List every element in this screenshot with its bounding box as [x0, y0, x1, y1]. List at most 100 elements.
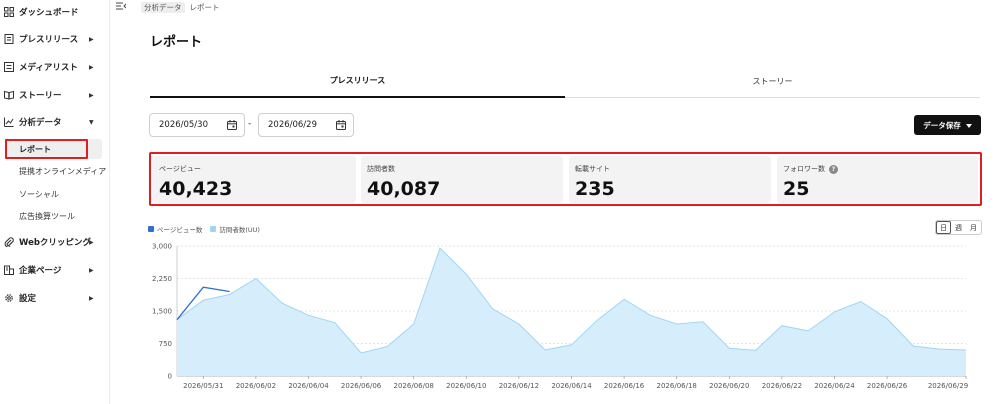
series-line-pageviews — [176, 286, 230, 321]
y-tick-label: 0 — [168, 373, 172, 381]
report-chart: 0 750 1,500 2,250 3,000 2026/05/31 2026/06/02 2… — [152, 243, 968, 391]
x-tick-label: 2026/06/22 — [762, 382, 802, 390]
building-icon — [4, 265, 14, 275]
y-tick-label: 750 — [159, 340, 172, 348]
period-month-button[interactable]: 月 — [970, 223, 977, 232]
sidebar-subitem-social[interactable]: ソーシャル — [0, 184, 108, 204]
calendar-icon[interactable] — [336, 120, 346, 130]
series-line-visitors — [176, 247, 967, 354]
stat-value: 25 — [783, 178, 810, 200]
x-tick-label: 2026/06/10 — [446, 382, 486, 390]
paperclip-icon — [4, 237, 14, 247]
list-icon — [4, 62, 14, 72]
start-date-field[interactable]: 2026/05/30 — [149, 113, 245, 137]
chevron-right-icon: ▶ — [89, 266, 94, 274]
y-tick-label: 1,500 — [152, 308, 172, 316]
series-area-visitors — [177, 248, 966, 376]
sidebar-subitem-label: ソーシャル — [19, 189, 59, 199]
sidebar-item-label: Webクリッピング — [19, 238, 91, 248]
highlight-box — [5, 139, 88, 159]
legend-swatch — [210, 226, 217, 232]
x-tick-label: 2026/06/14 — [551, 382, 592, 390]
stat-value: 40,087 — [367, 178, 441, 200]
end-date-value: 2026/06/29 — [268, 120, 317, 130]
document-icon — [4, 34, 14, 44]
sidebar-item-label: 分析データ — [19, 118, 62, 128]
caret-down-icon — [965, 121, 972, 130]
breadcrumb-item-current: レポート — [189, 3, 220, 12]
sidebar-item-dashboard[interactable]: ダッシュボード — [0, 1, 108, 23]
chart-legend: ページビュー数 訪問者数(UU) — [148, 224, 260, 234]
chevron-right-icon: ▶ — [89, 294, 94, 302]
x-tick-label: 2026/06/26 — [867, 382, 908, 390]
sidebar-item-company-page[interactable]: 企業ページ ▶ — [0, 259, 108, 281]
stats-summary: ページビュー 40,423 訪問者数 40,087 転載サイト 235 フォロワ… — [149, 152, 982, 206]
stat-card-followers: フォロワー数 ? 25 — [777, 156, 978, 203]
tab-press-release[interactable]: プレスリリース — [150, 64, 565, 98]
stat-card-repost-sites: 転載サイト 235 — [569, 156, 771, 203]
legend-label: ページビュー数 — [157, 226, 203, 234]
chart-icon — [4, 117, 14, 127]
sidebar-item-label: ダッシュボード — [19, 8, 79, 18]
sidebar-item-label: メディアリスト — [19, 63, 78, 73]
legend-label: 訪問者数(UU) — [219, 226, 260, 234]
sidebar-subitem-report[interactable]: レポート — [6, 139, 102, 159]
sidebar-item-label: プレスリリース — [19, 35, 79, 45]
breadcrumb-item[interactable]: 分析データ — [141, 2, 185, 13]
x-tick-label: 2026/06/29 — [928, 382, 968, 390]
stat-card-pageviews: ページビュー 40,423 — [153, 156, 356, 203]
stat-label-row: フォロワー数 ? — [783, 164, 838, 174]
x-tick-label: 2026/06/16 — [604, 382, 645, 390]
legend-swatch — [148, 226, 154, 232]
sidebar-subitem-ad-value-tool[interactable]: 広告換算ツール — [0, 206, 108, 226]
save-data-button[interactable]: データ保存 — [914, 115, 981, 135]
book-icon — [4, 90, 14, 100]
tab-story[interactable]: ストーリー — [752, 76, 793, 86]
chevron-right-icon: ▶ — [89, 238, 94, 246]
sidebar-subitem-label: 提携オンラインメディア — [19, 166, 107, 176]
sidebar-subitem-partner-media[interactable]: 提携オンラインメディア — [0, 161, 108, 181]
legend-item-pageviews[interactable]: ページビュー数 — [148, 224, 202, 234]
sidebar-item-analytics[interactable]: 分析データ ▼ — [0, 111, 108, 133]
sidebar-item-label: ストーリー — [19, 91, 62, 101]
sidebar-item-settings[interactable]: 設定 ▶ — [0, 287, 108, 309]
stat-card-visitors: 訪問者数 40,087 — [361, 156, 563, 203]
stat-value: 235 — [575, 178, 615, 200]
page-title: レポート — [150, 35, 203, 50]
tab-bar: プレスリリース ストーリー — [150, 64, 980, 98]
save-data-label: データ保存 — [923, 120, 961, 130]
calendar-icon[interactable] — [227, 120, 237, 130]
legend-item-visitors[interactable]: 訪問者数(UU) — [210, 224, 260, 234]
end-date-field[interactable]: 2026/06/29 — [258, 113, 354, 137]
stat-value: 40,423 — [159, 178, 233, 200]
sidebar-subitem-label: 広告換算ツール — [19, 211, 75, 221]
period-toggle: 日 週 月 — [935, 220, 982, 235]
x-tick-label: 2026/06/18 — [657, 382, 697, 390]
sidebar-collapse-icon[interactable] — [116, 2, 127, 13]
help-icon[interactable]: ? — [829, 164, 838, 174]
stat-label: 転載サイト — [575, 165, 610, 173]
x-tick-label: 2026/06/24 — [814, 382, 855, 390]
chevron-right-icon: ▶ — [89, 63, 94, 71]
gear-icon — [4, 293, 14, 303]
x-tick-label: 2026/06/12 — [499, 382, 539, 390]
sidebar-item-web-clipping[interactable]: Webクリッピング ▶ — [0, 231, 108, 253]
sidebar-item-label: 設定 — [19, 294, 37, 304]
chevron-right-icon: ▶ — [89, 91, 94, 99]
sidebar: ダッシュボード プレスリリース ▶ メディアリスト ▶ ストーリー ▶ 分析デー… — [0, 0, 110, 404]
stat-label: ページビュー — [159, 165, 201, 173]
period-week-button[interactable]: 週 — [955, 223, 962, 232]
date-range-separator: - — [248, 119, 252, 129]
sidebar-item-story[interactable]: ストーリー ▶ — [0, 84, 108, 106]
x-tick-label: 2026/06/06 — [341, 382, 382, 390]
grid-icon — [4, 7, 14, 17]
sidebar-item-press-release[interactable]: プレスリリース ▶ — [0, 28, 108, 50]
sidebar-subitem-label: レポート — [19, 144, 51, 154]
y-tick-label: 2,250 — [152, 275, 172, 283]
chevron-right-icon: ▶ — [89, 35, 94, 43]
y-tick-label: 3,000 — [152, 243, 172, 251]
stat-label: フォロワー数 — [783, 165, 825, 173]
sidebar-item-media-list[interactable]: メディアリスト ▶ — [0, 56, 108, 78]
period-day-button[interactable]: 日 — [936, 221, 951, 234]
start-date-value: 2026/05/30 — [159, 120, 208, 130]
